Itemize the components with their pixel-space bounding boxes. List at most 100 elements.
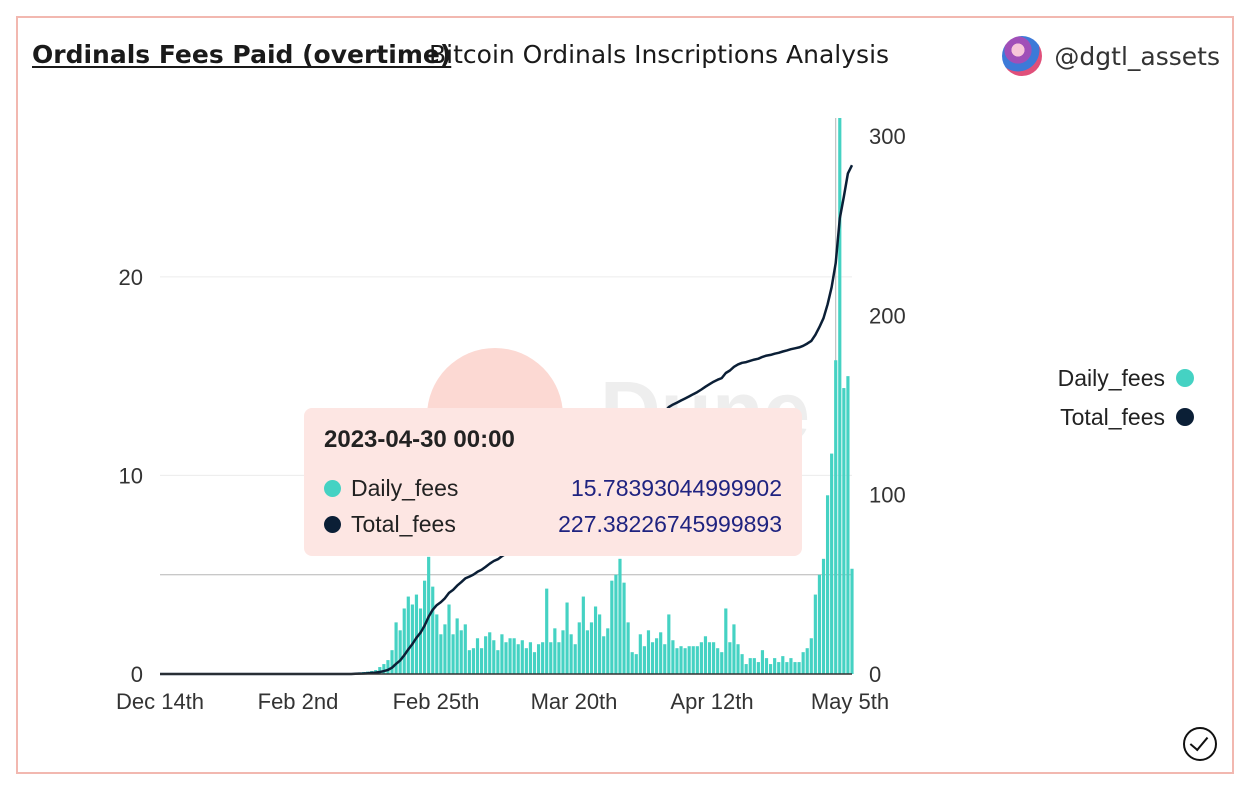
daily-fee-bar[interactable] [764,658,769,674]
legend-dot-icon[interactable] [1176,369,1194,387]
daily-fee-bar[interactable] [512,638,516,674]
daily-fee-bar[interactable] [769,664,773,674]
daily-fee-bar[interactable] [406,596,410,674]
daily-fee-bar[interactable] [732,624,736,674]
daily-fee-bar[interactable] [667,614,671,674]
daily-fee-bar[interactable] [541,642,545,674]
daily-fee-bar[interactable] [549,642,553,674]
daily-fee-bar[interactable] [516,644,520,674]
daily-fee-bar[interactable] [813,594,817,674]
daily-fee-bar[interactable] [805,648,809,674]
daily-fee-bar[interactable] [691,646,695,674]
legend[interactable]: Daily_fees Total_fees [1058,365,1194,430]
daily-fee-bar[interactable] [500,634,504,674]
daily-fee-bar[interactable] [492,640,496,674]
daily-fee-bar[interactable] [659,632,663,674]
daily-fee-bar[interactable] [496,650,500,674]
daily-fee-bar[interactable] [821,558,826,674]
daily-fee-bar[interactable] [834,360,838,674]
daily-fee-bar[interactable] [524,648,528,674]
daily-fee-bar[interactable] [565,602,569,674]
daily-fee-bar[interactable] [622,582,626,674]
daily-fee-bar[interactable] [508,638,512,674]
daily-fee-bar[interactable] [606,628,610,674]
daily-fee-bar[interactable] [630,652,634,674]
daily-fee-bar[interactable] [679,646,683,674]
daily-fee-bar[interactable] [614,574,618,674]
daily-fee-bar[interactable] [695,646,699,674]
daily-fee-bar[interactable] [573,644,577,674]
daily-fee-bar[interactable] [589,622,594,674]
daily-fee-bar[interactable] [475,638,480,674]
daily-fee-bar[interactable] [638,634,642,674]
daily-fee-bar[interactable] [581,596,585,674]
daily-fee-bar[interactable] [467,650,471,674]
daily-fee-bar[interactable] [585,630,589,674]
daily-fee-bar[interactable] [642,646,646,674]
daily-fee-bar[interactable] [447,604,451,675]
daily-fee-bar[interactable] [736,644,740,674]
daily-fee-bar[interactable] [520,640,524,674]
daily-fee-bar[interactable] [675,648,679,674]
daily-fee-bar[interactable] [593,606,598,674]
daily-fee-bar[interactable] [703,636,708,674]
daily-fee-bar[interactable] [850,568,854,674]
daily-fee-bar[interactable] [650,642,655,674]
daily-fee-bar[interactable] [545,588,549,674]
daily-fee-bar[interactable] [557,642,561,674]
daily-fee-bar[interactable] [744,664,748,674]
daily-fees-bars[interactable] [353,118,854,675]
daily-fee-bar[interactable] [728,642,732,674]
chart-title-link[interactable]: Ordinals Fees Paid (overtime) [32,40,452,69]
daily-fee-bar[interactable] [390,650,394,674]
daily-fee-bar[interactable] [797,662,801,674]
daily-fee-bar[interactable] [838,118,842,674]
daily-fee-bar[interactable] [598,614,602,674]
daily-fee-bar[interactable] [602,636,606,674]
daily-fee-bar[interactable] [402,608,406,674]
daily-fee-bar[interactable] [683,648,687,674]
check-circle-icon[interactable] [1183,727,1217,761]
daily-fee-bar[interactable] [484,636,488,674]
daily-fee-bar[interactable] [825,495,830,674]
daily-fee-bar[interactable] [781,656,785,674]
daily-fee-bar[interactable] [463,624,467,674]
daily-fee-bar[interactable] [707,642,712,674]
daily-fee-bar[interactable] [451,634,455,674]
daily-fee-bar[interactable] [394,622,398,674]
daily-fee-bar[interactable] [382,664,386,674]
daily-fee-bar[interactable] [386,660,390,674]
daily-fee-bar[interactable] [663,644,667,674]
author-link[interactable]: @dgtl_assets [1002,36,1220,76]
legend-dot-icon[interactable] [1176,408,1194,426]
daily-fee-bar[interactable] [724,608,728,674]
daily-fee-bar[interactable] [756,662,760,674]
daily-fee-bar[interactable] [740,654,744,674]
daily-fee-bar[interactable] [842,388,846,674]
daily-fee-bar[interactable] [488,632,492,674]
daily-fee-bar[interactable] [716,648,720,674]
daily-fee-bar[interactable] [410,604,414,675]
daily-fee-bar[interactable] [418,608,423,674]
daily-fee-bar[interactable] [626,622,630,674]
daily-fee-bar[interactable] [671,640,675,674]
daily-fee-bar[interactable] [536,644,541,674]
daily-fee-bar[interactable] [471,648,476,674]
daily-fee-bar[interactable] [777,662,781,674]
daily-fee-bar[interactable] [760,650,765,674]
daily-fee-bar[interactable] [699,642,703,674]
daily-fee-bar[interactable] [577,622,581,674]
daily-fee-bar[interactable] [789,658,793,674]
daily-fee-bar[interactable] [479,648,484,674]
daily-fee-bar[interactable] [793,662,797,674]
daily-fee-bar[interactable] [398,630,402,674]
daily-fee-bar[interactable] [378,667,382,674]
daily-fee-bar[interactable] [431,586,435,674]
daily-fee-bar[interactable] [553,628,557,674]
daily-fee-bar[interactable] [439,634,443,674]
daily-fee-bar[interactable] [817,574,822,674]
daily-fee-bar[interactable] [610,580,614,674]
daily-fee-bar[interactable] [443,624,447,674]
